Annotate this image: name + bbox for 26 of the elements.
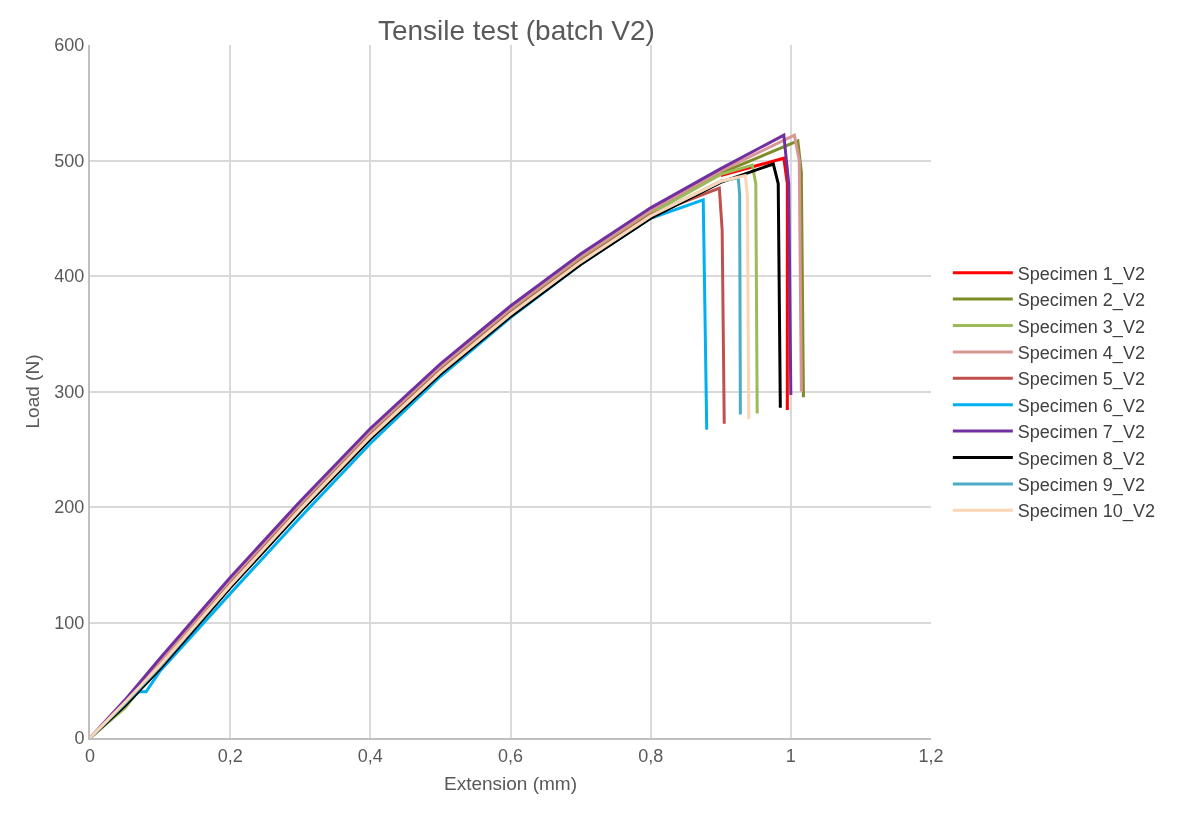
- legend-label: Specimen 10_V2: [1017, 501, 1155, 523]
- x-tick-label: 0,4: [357, 745, 383, 766]
- legend-label: Specimen 1_V2: [1017, 263, 1145, 285]
- y-tick-label: 400: [54, 266, 85, 287]
- y-tick-label: 0: [74, 728, 85, 749]
- legend-label: Specimen 6_V2: [1017, 395, 1145, 417]
- y-axis-title: Load (N): [21, 354, 43, 429]
- x-tick-label: 0,8: [638, 745, 664, 766]
- x-tick-label: 0,6: [497, 745, 524, 766]
- y-tick-label: 100: [54, 612, 85, 633]
- x-axis-title: Extension (mm): [443, 772, 578, 794]
- y-tick-label: 200: [54, 497, 85, 518]
- y-tick-label: 500: [54, 150, 85, 171]
- legend-label: Specimen 3_V2: [1017, 316, 1145, 338]
- legend-label: Specimen 4_V2: [1017, 342, 1145, 364]
- legend-label: Specimen 2_V2: [1017, 290, 1145, 312]
- y-tick-label: 600: [54, 35, 85, 56]
- legend-label: Specimen 8_V2: [1017, 448, 1145, 470]
- legend-label: Specimen 9_V2: [1017, 474, 1145, 496]
- x-tick-label: 1,2: [918, 745, 944, 766]
- x-tick-label: 0,2: [217, 745, 243, 766]
- chart-title: Tensile test (batch V2): [377, 15, 655, 47]
- legend-label: Specimen 5_V2: [1017, 369, 1145, 391]
- y-tick-label: 300: [54, 381, 85, 402]
- legend-label: Specimen 7_V2: [1017, 422, 1145, 444]
- x-tick-label: 1: [785, 745, 796, 766]
